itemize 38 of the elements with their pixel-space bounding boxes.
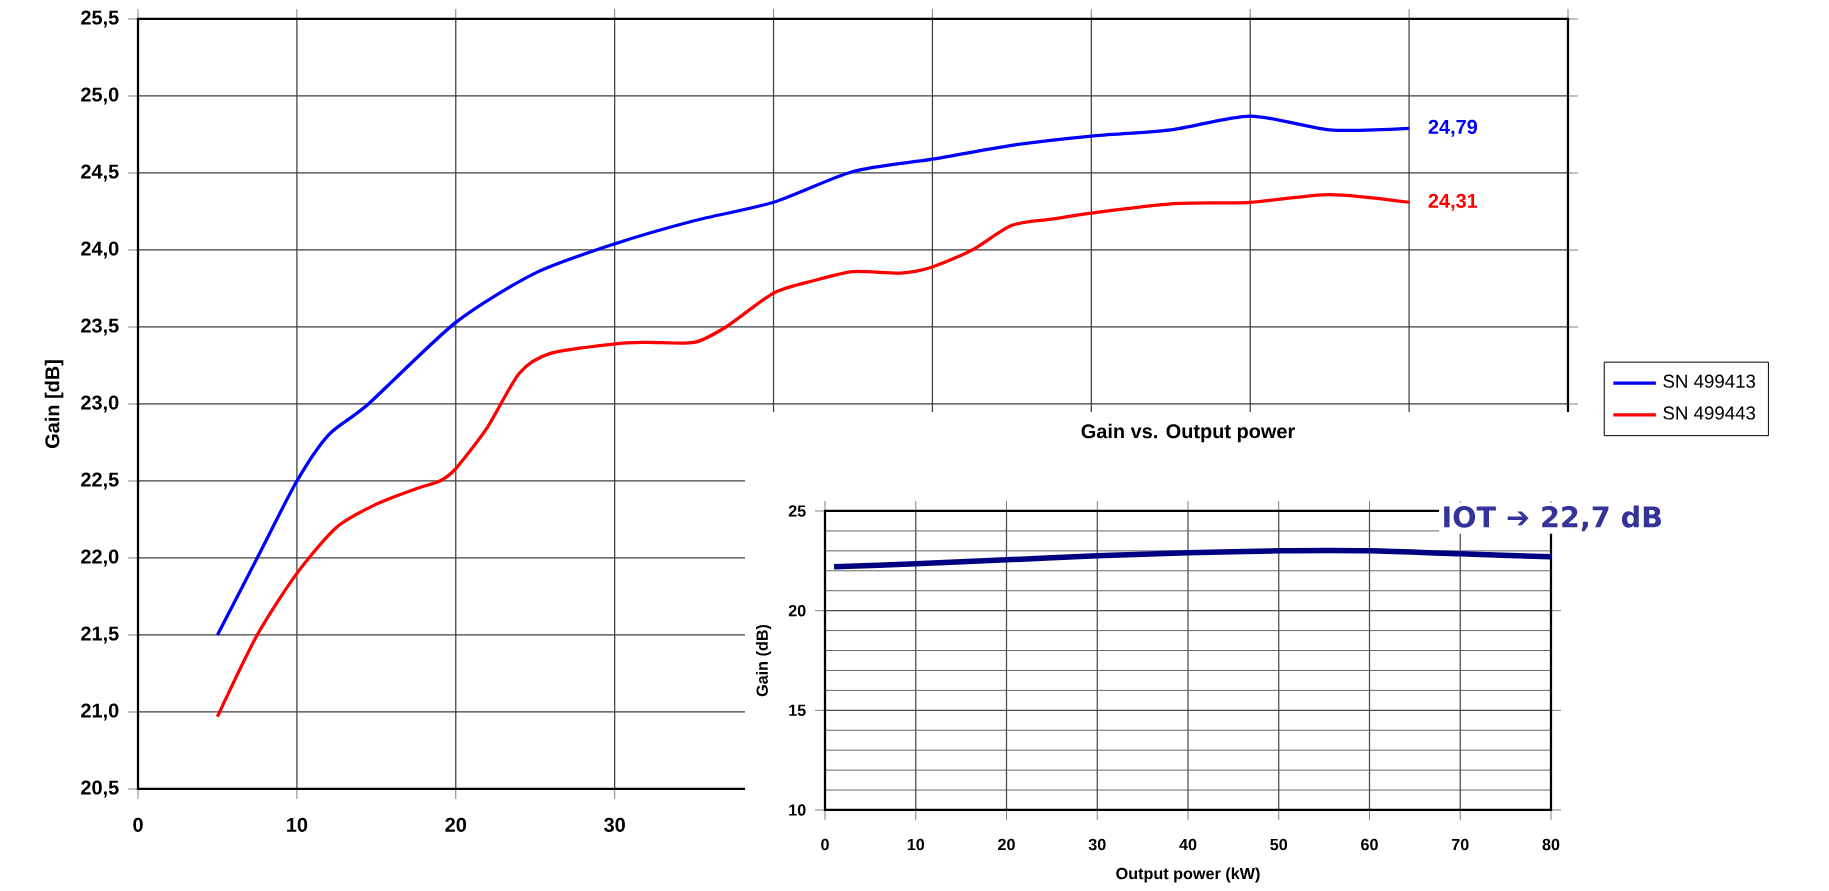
y-tick-label: 25,5 (81, 10, 119, 28)
x-tick-label: 40 (1179, 838, 1197, 851)
x-tick-label: 30 (604, 817, 625, 833)
x-axis-title: Output power (kW) (1116, 867, 1260, 883)
y-tick-label: 25 (788, 505, 806, 517)
x-tick-label: 10 (907, 838, 925, 851)
x-tick-label: 20 (445, 817, 467, 833)
y-tick-label: 24,0 (81, 241, 119, 259)
line-series (215, 193, 1411, 719)
x-tick-label: 50 (1270, 838, 1288, 851)
y-tick-label: 21,5 (81, 626, 119, 644)
y-tick-label: 20 (788, 605, 806, 617)
x-tick-label: 30 (1088, 838, 1106, 851)
x-tick-label: 80 (1542, 838, 1560, 851)
y-tick-label: 25,0 (81, 87, 119, 105)
x-tick-label: 10 (287, 817, 308, 833)
data-label: 24,31 (1428, 193, 1478, 211)
y-tick-label: 15 (789, 704, 806, 717)
x-tick-label: 20 (998, 838, 1015, 851)
x-tick-label: 0 (133, 817, 143, 833)
chart-title: Gain vs. Output power (1081, 423, 1295, 443)
data-label: 24,79 (1428, 119, 1478, 137)
x-tick-label: 0 (821, 838, 829, 851)
annotation: IOT ➔ 22,7 dB (1444, 505, 1661, 532)
y-tick-label: 22,5 (81, 472, 119, 490)
y-tick-label: 21,0 (81, 703, 119, 721)
y-tick-label: 24,5 (81, 164, 119, 182)
y-tick-label: 22,0 (81, 549, 119, 567)
y-axis-title: Gain [dB] (44, 360, 64, 449)
legend-label: SN 499443 (1663, 406, 1756, 420)
y-tick-label: 10 (789, 804, 806, 816)
x-tick-label: 60 (1361, 838, 1378, 851)
y-tick-label: 23,0 (81, 395, 119, 413)
y-axis-title: Gain (dB) (756, 625, 772, 697)
y-tick-label: 23,5 (81, 318, 119, 336)
x-tick-label: 70 (1451, 838, 1469, 851)
legend-label: SN 499413 (1663, 374, 1756, 388)
y-tick-label: 20,5 (81, 780, 119, 798)
